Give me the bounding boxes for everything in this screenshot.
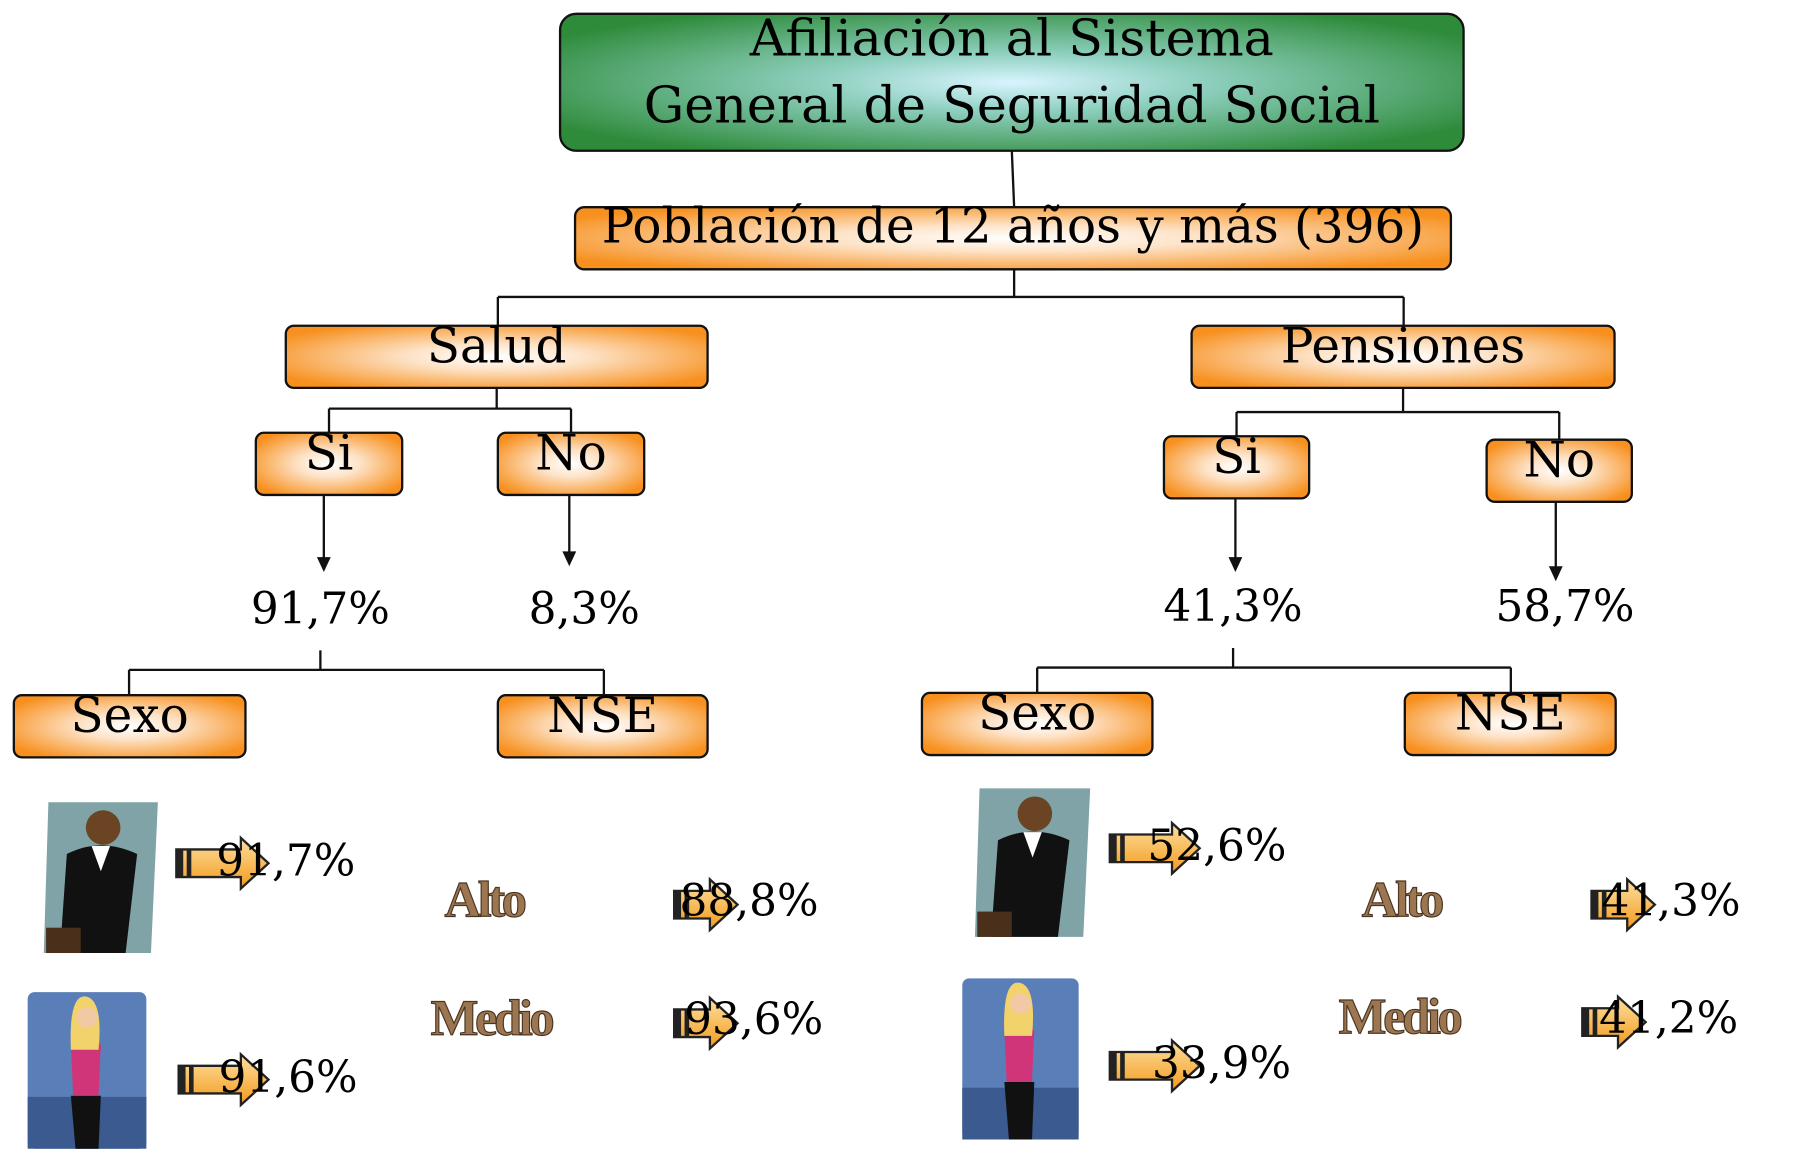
woman-icon-legs xyxy=(70,1095,101,1149)
connector xyxy=(327,387,573,433)
box-label: NSE xyxy=(1455,686,1566,742)
block-arrow-stripe xyxy=(1120,834,1125,863)
man-icon-body xyxy=(991,831,1070,937)
sex-value: 52,6% xyxy=(1147,820,1286,871)
nse-value: 93,6% xyxy=(684,994,823,1045)
block-arrow-stripe xyxy=(674,890,682,919)
block-arrow-stripe xyxy=(1591,890,1599,919)
block-arrow-stripe xyxy=(684,890,690,919)
title-line: Afiliación al Sistema xyxy=(749,9,1274,68)
percentage: 41,3% xyxy=(1164,581,1303,632)
box xyxy=(1403,691,1617,757)
nse-label: Medio xyxy=(1339,989,1462,1045)
block-arrow-stripe xyxy=(188,1065,194,1094)
man-icon-shirt xyxy=(91,845,111,872)
woman-icon-legs xyxy=(1004,1081,1035,1140)
population-label: Población de 12 años y más (396) xyxy=(602,199,1424,255)
woman-icon-top xyxy=(70,1043,101,1096)
woman-icon-top xyxy=(1004,1030,1035,1082)
percentage: 8,3% xyxy=(529,583,640,634)
nse-label: Medio xyxy=(431,990,554,1046)
block-arrow-stripe xyxy=(674,1009,682,1038)
arrow-head xyxy=(1548,566,1563,582)
woman-icon-face xyxy=(1010,993,1031,1015)
connector xyxy=(1036,648,1512,693)
block-arrow-stripe xyxy=(1109,1052,1117,1080)
box-label: Pensiones xyxy=(1281,318,1525,374)
box-label: NSE xyxy=(547,688,658,744)
block-arrow-stripe xyxy=(1592,1008,1598,1036)
block-arrow-stripe xyxy=(1601,890,1607,919)
box-label: No xyxy=(535,425,606,481)
box xyxy=(1485,438,1633,503)
box xyxy=(496,431,646,497)
box-label: Si xyxy=(305,425,354,481)
block-arrow-stripe xyxy=(684,1009,690,1038)
man-icon-body xyxy=(59,845,138,954)
nse-value: 88,8% xyxy=(680,876,819,927)
box-label: Salud xyxy=(427,318,567,374)
arrow-head xyxy=(562,551,577,567)
box xyxy=(496,694,709,759)
box xyxy=(920,691,1154,757)
man-icon-shirt xyxy=(1023,832,1042,858)
nse-label: Alto xyxy=(444,871,525,927)
percentage: 58,7% xyxy=(1495,581,1634,632)
sex-value: 33,9% xyxy=(1152,1038,1291,1089)
nse-value: 41,3% xyxy=(1601,876,1740,927)
man-icon-head xyxy=(85,810,121,845)
connector xyxy=(496,269,1405,326)
block-arrow-stripe xyxy=(186,849,192,878)
block-arrow-stripe xyxy=(176,849,184,878)
man-icon-case xyxy=(46,927,81,954)
connector xyxy=(127,650,606,696)
nse-label: Alto xyxy=(1362,871,1443,927)
block-arrow-stripe xyxy=(1109,834,1117,863)
block-arrow-stripe xyxy=(1120,1052,1125,1080)
box-label: Sexo xyxy=(71,688,189,744)
woman-icon-face xyxy=(76,1007,98,1028)
connector xyxy=(1235,387,1561,440)
title-line: General de Seguridad Social xyxy=(644,75,1380,134)
box-label: No xyxy=(1523,432,1594,488)
block-arrow-stripe xyxy=(178,1065,186,1094)
man-icon-case xyxy=(977,911,1012,937)
box-label: Sexo xyxy=(978,686,1096,742)
nse-value: 41,2% xyxy=(1599,993,1738,1044)
percentage: 91,7% xyxy=(251,583,390,634)
man-icon-head xyxy=(1017,796,1053,832)
box xyxy=(254,431,404,497)
block-arrow-stripe xyxy=(1582,1008,1590,1036)
box-label: Si xyxy=(1212,429,1261,485)
box xyxy=(12,694,247,759)
arrow-head xyxy=(1228,557,1243,573)
connector xyxy=(1010,150,1016,208)
arrow-head xyxy=(316,557,331,573)
sex-value: 91,6% xyxy=(219,1052,358,1103)
sex-value: 91,7% xyxy=(216,835,355,886)
